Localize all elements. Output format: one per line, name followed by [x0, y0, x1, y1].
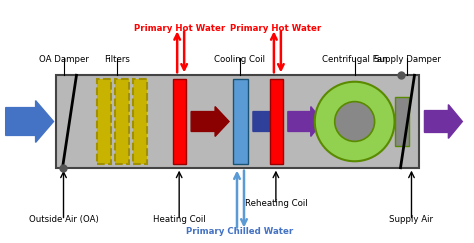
FancyArrow shape — [253, 107, 283, 136]
Bar — [98, 79, 111, 164]
Bar — [233, 79, 248, 164]
Text: Reheating Coil: Reheating Coil — [245, 199, 307, 208]
FancyArrow shape — [191, 107, 229, 136]
Text: Outside Air (OA): Outside Air (OA) — [28, 215, 99, 224]
Text: Primary Chilled Water: Primary Chilled Water — [186, 227, 293, 236]
Text: Cooling Coil: Cooling Coil — [215, 55, 265, 64]
Bar — [115, 79, 129, 164]
Text: Supply Damper: Supply Damper — [374, 55, 441, 64]
Circle shape — [315, 82, 394, 161]
FancyArrow shape — [6, 101, 54, 142]
Text: Primary Hot Water: Primary Hot Water — [134, 24, 225, 33]
Bar — [394, 97, 410, 146]
Text: Heating Coil: Heating Coil — [153, 215, 206, 224]
Bar — [133, 79, 147, 164]
Text: Centrifugal Fan: Centrifugal Fan — [322, 55, 387, 64]
FancyArrow shape — [424, 104, 462, 139]
Circle shape — [335, 102, 374, 141]
Text: OA Damper: OA Damper — [38, 55, 89, 64]
FancyArrow shape — [288, 107, 323, 136]
Text: Supply Air: Supply Air — [390, 215, 434, 224]
Bar — [270, 79, 283, 164]
Text: Filters: Filters — [104, 55, 130, 64]
Bar — [173, 79, 186, 164]
Bar — [55, 75, 419, 168]
Text: Primary Hot Water: Primary Hot Water — [230, 24, 321, 33]
